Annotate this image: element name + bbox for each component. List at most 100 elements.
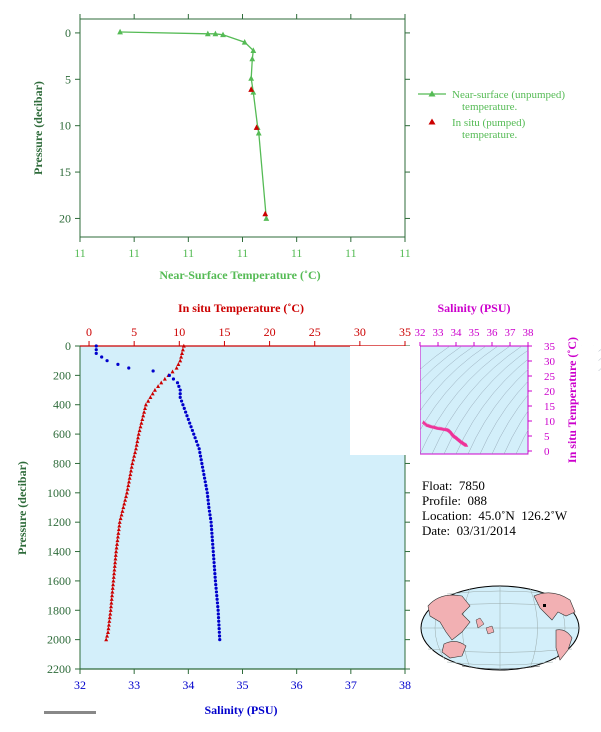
temperature-point: [112, 564, 117, 568]
top-x-tick-label: 11: [345, 246, 357, 260]
salinity-point: [214, 590, 219, 594]
temperature-point: [119, 512, 124, 517]
main-sal-tick-label: 35: [237, 678, 249, 692]
in-situ-point: [262, 210, 269, 217]
ts-y-tick-label: 25: [544, 371, 556, 383]
salinity-point: [208, 513, 212, 517]
temperature-point: [113, 553, 118, 557]
ts-isopycnals: [350, 345, 601, 455]
near-surface-point: [249, 55, 256, 62]
temperature-point: [123, 497, 128, 502]
top-x-axis-label: Near-Surface Temperature (˚C): [159, 268, 320, 282]
temperature-point: [108, 611, 113, 616]
salinity-point: [216, 616, 221, 620]
salinity-point: [217, 623, 221, 627]
temperature-point: [116, 530, 121, 535]
salinity-point: [194, 439, 199, 444]
main-y-tick-label: 200: [53, 368, 71, 382]
ts-y-tick-label: 10: [544, 416, 556, 428]
temperature-point: [148, 395, 153, 400]
near-surface-point: [212, 30, 219, 37]
salinity-point: [100, 355, 104, 359]
legend-marker-pumped: [428, 118, 436, 125]
salinity-point: [206, 502, 211, 506]
salinity-point: [175, 381, 180, 385]
top-chart-ticks: 0 5 10 15 20 11 11 11 11 11 11 11: [59, 14, 411, 260]
salinity-point: [217, 627, 221, 631]
main-sal-tick-label: 32: [74, 678, 86, 692]
ts-y-tick-label: 15: [544, 401, 556, 413]
salinity-point: [216, 605, 220, 609]
temperature-point: [174, 365, 179, 370]
salinity-point: [208, 516, 213, 521]
top-chart-series: [117, 28, 270, 221]
ts-x-tick-label: 37: [505, 327, 517, 339]
ts-y-tick-label: 35: [544, 341, 556, 353]
legend-unpumped-line2: temperature.: [462, 101, 518, 113]
salinity-point: [198, 450, 202, 455]
temperature-point: [131, 457, 136, 462]
salinity-point: [186, 417, 190, 422]
ts-chart-ticks: 32 33 34 35 36 37 38 0 5 10 15 20 25 30 35: [415, 327, 556, 458]
main-temp-tick-label: 20: [264, 325, 276, 339]
temperature-point: [117, 523, 122, 528]
main-sal-tick-label: 38: [399, 678, 411, 692]
near-surface-point: [263, 215, 270, 221]
temperature-point: [129, 464, 134, 469]
info-date: Date: 03/31/2014: [422, 523, 516, 538]
salinity-point: [193, 436, 197, 440]
salinity-point: [209, 520, 213, 524]
legend-marker-unpumped: [428, 90, 436, 97]
temperature-point: [115, 538, 120, 543]
salinity-point: [192, 432, 196, 436]
main-top-axis-label: In situ Temperature (˚C): [178, 301, 304, 315]
main-temp-tick-label: 25: [309, 325, 321, 339]
main-temp-tick-label: 5: [131, 325, 137, 339]
near-surface-point: [248, 75, 255, 81]
temperature-point: [156, 384, 161, 389]
temperature-point: [141, 413, 146, 418]
ts-x-tick-label: 34: [451, 327, 463, 339]
main-temp-tick-label: 30: [354, 325, 366, 339]
salinity-point: [94, 344, 98, 348]
ts-y-tick-label: 5: [544, 431, 550, 443]
salinity-point: [209, 524, 213, 528]
salinity-point: [213, 568, 217, 572]
near-surface-point: [220, 31, 226, 38]
temperature-point: [122, 501, 127, 506]
salinity-point: [207, 509, 212, 513]
salinity-point: [210, 538, 215, 543]
top-y-axis-label: Pressure (decibar): [31, 81, 45, 175]
top-y-tick-label: 15: [59, 165, 71, 179]
temperature-point: [146, 398, 151, 403]
temperature-point: [113, 556, 118, 561]
temperature-point: [125, 486, 130, 491]
temperature-point: [136, 435, 140, 440]
legend-unpumped-line1: Near-surface (unpumped): [452, 89, 565, 101]
temperature-point: [126, 479, 131, 484]
salinity-point: [178, 392, 182, 396]
main-sal-tick-label: 36: [291, 678, 303, 692]
top-chart: 0 5 10 15 20 11 11 11 11 11 11 11 Near-Surface Temp…: [31, 14, 565, 282]
temperature-point: [180, 351, 184, 355]
temperature-point: [162, 376, 167, 381]
salinity-point: [217, 619, 221, 623]
temperature-point: [120, 508, 125, 513]
salinity-point: [215, 601, 220, 605]
temperature-point: [114, 545, 119, 550]
info-profile: Profile: 088: [422, 493, 487, 508]
temperature-point: [124, 494, 129, 499]
temperature-point: [110, 593, 115, 598]
salinity-point: [203, 480, 207, 484]
salinity-point: [212, 564, 216, 568]
salinity-point: [200, 465, 205, 469]
main-chart-ticks: 0200400600800100012001400160018002000220…: [47, 325, 411, 692]
main-y-tick-label: 600: [53, 427, 71, 441]
salinity-point: [216, 612, 220, 616]
temperature-point: [109, 604, 114, 609]
main-temp-tick-label: 15: [218, 325, 230, 339]
salinity-point: [215, 597, 219, 601]
temperature-point: [108, 608, 113, 612]
temperature-point: [136, 431, 141, 436]
